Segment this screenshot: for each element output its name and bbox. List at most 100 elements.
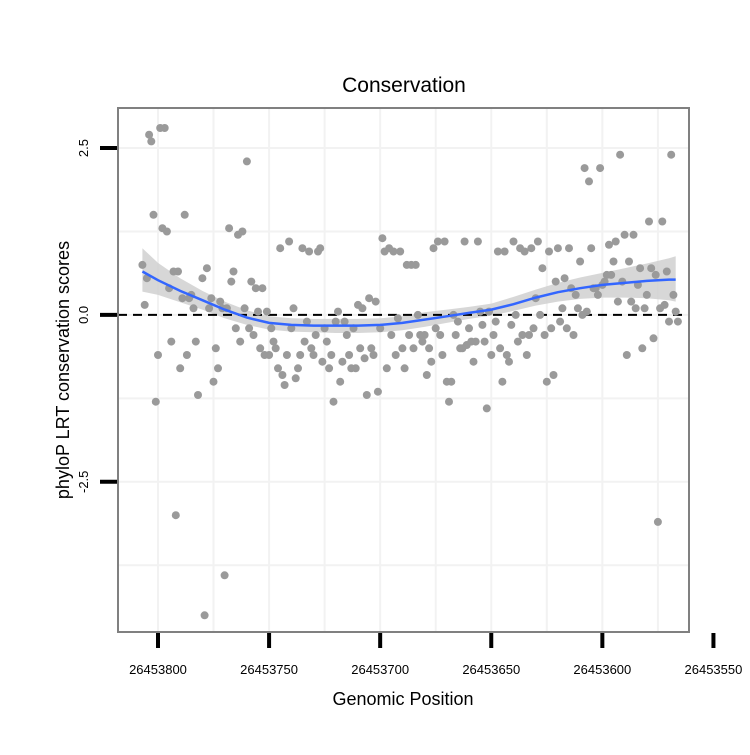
data-point xyxy=(194,391,202,399)
data-point xyxy=(211,344,220,353)
data-point xyxy=(487,351,496,359)
data-point xyxy=(558,304,567,313)
x-tick-label: 26453650 xyxy=(462,662,520,677)
data-point xyxy=(162,227,171,236)
data-point xyxy=(478,320,487,329)
data-point xyxy=(571,290,580,299)
data-point xyxy=(413,310,422,319)
data-point xyxy=(545,247,553,256)
data-point xyxy=(340,317,349,326)
data-point xyxy=(396,247,405,256)
x-axis-label: Genomic Position xyxy=(332,689,473,709)
data-point xyxy=(409,344,418,353)
data-point xyxy=(471,337,480,346)
data-point xyxy=(178,294,187,303)
data-point xyxy=(593,290,602,299)
data-point xyxy=(231,324,240,333)
data-point xyxy=(294,364,302,373)
data-point xyxy=(445,397,453,406)
data-point xyxy=(176,364,185,373)
data-point xyxy=(160,124,169,132)
data-point xyxy=(642,290,651,299)
data-point xyxy=(536,310,545,319)
data-point xyxy=(505,357,513,366)
data-point xyxy=(613,297,622,306)
data-point xyxy=(318,357,327,366)
data-point xyxy=(549,371,558,379)
data-point xyxy=(309,351,318,359)
data-point xyxy=(316,244,325,253)
data-point xyxy=(500,247,509,256)
data-point xyxy=(360,354,369,363)
data-point xyxy=(507,320,516,329)
data-point xyxy=(262,307,271,316)
data-point xyxy=(200,611,209,620)
data-point xyxy=(542,377,551,386)
data-point xyxy=(671,307,680,316)
data-point xyxy=(525,331,533,339)
data-point xyxy=(609,257,618,266)
data-point xyxy=(267,324,276,333)
data-point xyxy=(447,377,456,386)
data-point xyxy=(373,387,382,396)
data-point xyxy=(198,274,207,283)
data-point xyxy=(622,351,631,359)
data-point xyxy=(249,331,258,339)
data-point xyxy=(278,371,287,379)
data-point xyxy=(533,237,542,246)
data-point xyxy=(276,244,285,253)
data-point xyxy=(369,351,378,359)
data-point xyxy=(271,344,280,353)
data-point xyxy=(282,351,291,359)
y-axis-ticks: 2.5 0.0 -2.5 xyxy=(76,139,117,493)
data-point xyxy=(140,300,149,309)
data-point xyxy=(382,364,391,373)
data-point xyxy=(351,364,360,373)
data-point xyxy=(422,371,431,379)
data-point xyxy=(547,324,556,333)
data-point xyxy=(376,324,385,333)
data-point xyxy=(220,571,229,580)
data-point xyxy=(582,307,591,316)
data-point xyxy=(629,230,638,239)
data-point xyxy=(562,324,571,333)
data-point xyxy=(658,217,667,226)
data-point xyxy=(274,364,282,373)
data-point xyxy=(418,337,427,346)
data-point xyxy=(225,224,234,233)
data-point xyxy=(391,351,400,359)
data-point xyxy=(649,334,658,343)
data-point xyxy=(493,247,502,256)
data-point xyxy=(325,364,334,373)
data-point xyxy=(205,304,214,313)
data-point xyxy=(596,164,605,173)
data-point xyxy=(431,324,440,333)
data-point xyxy=(569,331,578,339)
data-point xyxy=(154,351,162,359)
data-point xyxy=(291,374,300,383)
data-point xyxy=(365,294,374,303)
data-point xyxy=(560,274,569,283)
data-point xyxy=(513,337,522,346)
data-point xyxy=(405,331,414,339)
x-tick-label: 26453750 xyxy=(240,662,298,677)
data-point xyxy=(636,264,645,273)
data-point xyxy=(389,247,398,256)
data-point xyxy=(229,267,238,276)
data-point xyxy=(438,351,447,359)
data-points xyxy=(138,124,682,620)
data-point xyxy=(565,244,573,253)
data-point xyxy=(482,404,491,413)
x-tick-label: 26453700 xyxy=(351,662,409,677)
data-point xyxy=(356,344,365,353)
data-point xyxy=(502,351,511,359)
data-point xyxy=(265,351,274,359)
data-point xyxy=(662,267,671,276)
data-point xyxy=(327,351,336,359)
data-point xyxy=(400,364,409,373)
data-point xyxy=(298,244,307,253)
x-tick-label: 26453550 xyxy=(685,662,743,677)
data-point xyxy=(427,357,436,366)
data-point xyxy=(242,157,251,166)
